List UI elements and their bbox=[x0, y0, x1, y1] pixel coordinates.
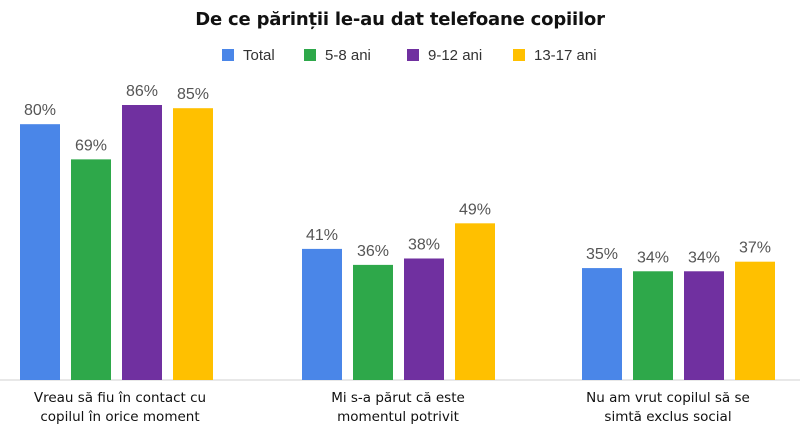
bar-5-8-ani-cat-3 bbox=[633, 271, 673, 380]
category-label-1-line-2: copilul în orice moment bbox=[40, 409, 200, 425]
value-label-5-8-ani-cat-3: 34% bbox=[637, 249, 669, 266]
category-label-2-line-1: Mi s-a părut că este bbox=[331, 390, 465, 406]
legend-item-5-8: 5-8 ani bbox=[304, 45, 371, 65]
bar-total-cat-1 bbox=[20, 124, 60, 381]
bar-total-cat-2 bbox=[302, 248, 342, 380]
value-label-9-12-ani-cat-2: 38% bbox=[408, 236, 440, 253]
legend-item-9-12: 9-12 ani bbox=[407, 45, 482, 65]
bar-13-17-ani-cat-1 bbox=[173, 108, 213, 380]
bar-5-8-ani-cat-1 bbox=[71, 159, 111, 380]
bar-group bbox=[20, 105, 775, 381]
bar-9-12-ani-cat-2 bbox=[404, 258, 444, 380]
value-label-group: 80% 41% 35% 69% 36% 34% 86% 38% 34% 85% 49% 37% bbox=[24, 83, 771, 266]
category-label-2-line-2: momentul potrivit bbox=[337, 409, 459, 425]
legend-item-13-17: 13-17 ani bbox=[513, 45, 597, 65]
value-label-total-cat-1: 80% bbox=[24, 102, 56, 119]
category-label-2: Mi s-a părut că este momentul potrivit bbox=[278, 389, 518, 427]
chart-legend: Total 5-8 ani 9-12 ani 13-17 ani bbox=[0, 45, 800, 65]
bar-total-cat-3 bbox=[582, 268, 622, 380]
legend-swatch-5-8 bbox=[304, 49, 316, 61]
value-label-total-cat-3: 35% bbox=[586, 246, 618, 263]
value-label-13-17-ani-cat-1: 85% bbox=[177, 86, 209, 103]
legend-swatch-9-12 bbox=[407, 49, 419, 61]
legend-label-total: Total bbox=[243, 46, 275, 64]
bar-13-17-ani-cat-3 bbox=[735, 261, 775, 380]
legend-label-5-8: 5-8 ani bbox=[325, 46, 371, 64]
value-label-9-12-ani-cat-1: 86% bbox=[126, 83, 158, 100]
value-label-total-cat-2: 41% bbox=[306, 227, 338, 244]
value-label-13-17-ani-cat-3: 37% bbox=[739, 240, 771, 257]
legend-swatch-13-17 bbox=[513, 49, 525, 61]
bar-9-12-ani-cat-1 bbox=[122, 105, 162, 380]
bar-9-12-ani-cat-3 bbox=[684, 271, 724, 380]
value-label-5-8-ani-cat-2: 36% bbox=[357, 243, 389, 260]
legend-item-total: Total bbox=[222, 45, 275, 65]
value-label-13-17-ani-cat-2: 49% bbox=[459, 201, 491, 218]
category-label-1-line-1: Vreau să fiu în contact cu bbox=[33, 390, 207, 406]
category-label-1: Vreau să fiu în contact cu copilul în or… bbox=[0, 389, 240, 427]
category-label-3-line-1: Nu am vrut copilul să se bbox=[586, 390, 750, 406]
bar-5-8-ani-cat-2 bbox=[353, 264, 393, 380]
value-label-9-12-ani-cat-3: 34% bbox=[688, 249, 720, 266]
chart-title: De ce părinții le-au dat telefoane copii… bbox=[195, 9, 605, 30]
value-label-5-8-ani-cat-1: 69% bbox=[75, 137, 107, 154]
legend-label-13-17: 13-17 ani bbox=[534, 46, 597, 64]
category-label-3: Nu am vrut copilul să se simtă exclus so… bbox=[548, 389, 788, 427]
category-label-3-line-2: simtă exclus social bbox=[604, 409, 732, 425]
bar-13-17-ani-cat-2 bbox=[455, 223, 495, 380]
legend-swatch-total bbox=[222, 49, 234, 61]
legend-label-9-12: 9-12 ani bbox=[428, 46, 483, 64]
